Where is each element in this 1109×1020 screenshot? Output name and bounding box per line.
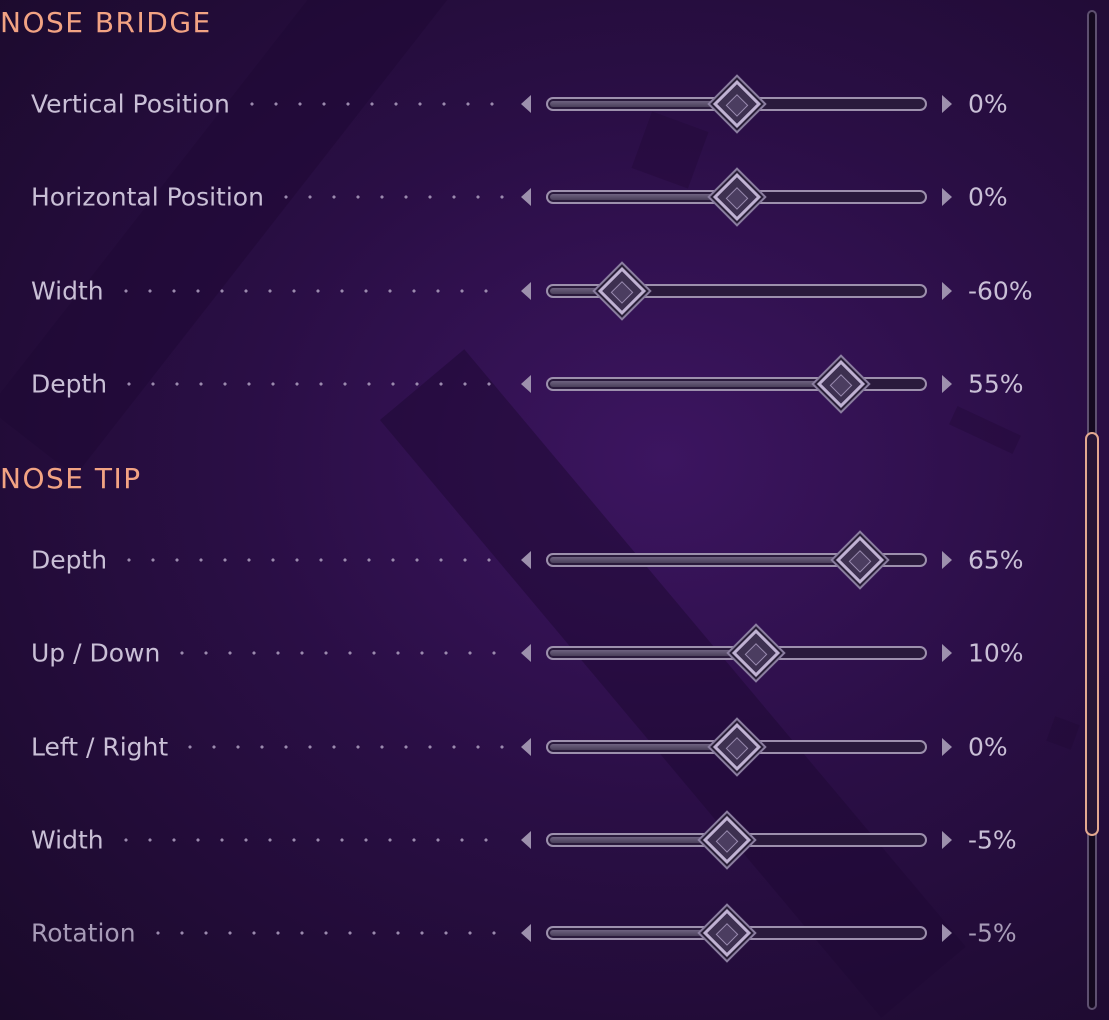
slider-label: Depth	[31, 545, 108, 575]
scrollbar-thumb[interactable]	[1085, 432, 1099, 836]
slider-thumb[interactable]	[702, 815, 752, 865]
slider-thumb[interactable]	[712, 79, 761, 129]
decrease-arrow-icon[interactable]	[521, 282, 531, 300]
slider-value: 0%	[968, 732, 1008, 762]
slider-fill	[550, 557, 861, 563]
slider-thumb[interactable]	[712, 722, 761, 772]
increase-arrow-icon[interactable]	[942, 95, 952, 113]
decrease-arrow-icon[interactable]	[521, 551, 531, 569]
leader-dots	[114, 838, 508, 842]
increase-arrow-icon[interactable]	[942, 644, 952, 662]
slider-fill	[550, 101, 737, 107]
slider-label: Vertical Position	[31, 89, 230, 119]
slider-thumb[interactable]	[836, 535, 885, 585]
slider-fill	[550, 194, 737, 200]
slider-row: Horizontal Position 0%	[0, 167, 1060, 227]
slider-label: Width	[31, 276, 104, 306]
slider-label: Horizontal Position	[31, 182, 264, 212]
slider-row: Depth 65%	[0, 530, 1060, 590]
slider-value: -5%	[968, 825, 1017, 855]
leader-dots	[117, 558, 508, 562]
slider-label: Depth	[31, 369, 108, 399]
slider-label: Left / Right	[31, 732, 169, 762]
increase-arrow-icon[interactable]	[942, 188, 952, 206]
slider-label: Width	[31, 825, 104, 855]
slider-row: Rotation -5%	[0, 903, 1060, 963]
slider-value: 0%	[968, 182, 1008, 212]
slider-row: Left / Right 0%	[0, 717, 1060, 777]
decrease-arrow-icon[interactable]	[521, 95, 531, 113]
slider-value: -5%	[968, 918, 1017, 948]
slider-fill	[550, 381, 842, 387]
slider-thumb[interactable]	[598, 266, 647, 316]
leader-dots	[117, 382, 508, 386]
slider-value: 10%	[968, 638, 1024, 668]
slider-fill	[550, 650, 756, 656]
slider-track[interactable]	[546, 553, 927, 567]
decrease-arrow-icon[interactable]	[521, 924, 531, 942]
decrease-arrow-icon[interactable]	[521, 375, 531, 393]
decrease-arrow-icon[interactable]	[521, 644, 531, 662]
slider-track[interactable]	[546, 377, 927, 391]
slider-row: Up / Down 10%	[0, 623, 1060, 683]
slider-row: Width -5%	[0, 810, 1060, 870]
increase-arrow-icon[interactable]	[942, 924, 952, 942]
section-title-nose-tip: NOSE TIP	[0, 462, 142, 495]
slider-thumb[interactable]	[731, 628, 780, 678]
leader-dots	[170, 651, 508, 655]
slider-thumb[interactable]	[712, 172, 761, 222]
slider-row: Width -60%	[0, 261, 1060, 321]
increase-arrow-icon[interactable]	[942, 551, 952, 569]
leader-dots	[114, 289, 508, 293]
slider-thumb[interactable]	[702, 908, 752, 958]
slider-value: -60%	[968, 276, 1033, 306]
slider-fill	[550, 930, 727, 936]
leader-dots	[178, 745, 508, 749]
slider-row: Vertical Position 0%	[0, 74, 1060, 134]
increase-arrow-icon[interactable]	[942, 738, 952, 756]
slider-fill	[550, 288, 623, 294]
slider-fill	[550, 744, 737, 750]
slider-value: 0%	[968, 89, 1008, 119]
slider-row: Depth 55%	[0, 354, 1060, 414]
slider-value: 65%	[968, 545, 1024, 575]
slider-label: Up / Down	[31, 638, 161, 668]
increase-arrow-icon[interactable]	[942, 282, 952, 300]
slider-value: 55%	[968, 369, 1024, 399]
increase-arrow-icon[interactable]	[942, 375, 952, 393]
decrease-arrow-icon[interactable]	[521, 188, 531, 206]
slider-label: Rotation	[31, 918, 136, 948]
leader-dots	[240, 102, 508, 106]
leader-dots	[146, 931, 508, 935]
decrease-arrow-icon[interactable]	[521, 738, 531, 756]
section-title-nose-bridge: NOSE BRIDGE	[0, 6, 212, 39]
decrease-arrow-icon[interactable]	[521, 831, 531, 849]
leader-dots	[274, 195, 508, 199]
increase-arrow-icon[interactable]	[942, 831, 952, 849]
slider-thumb[interactable]	[817, 359, 866, 409]
slider-fill	[550, 837, 727, 843]
